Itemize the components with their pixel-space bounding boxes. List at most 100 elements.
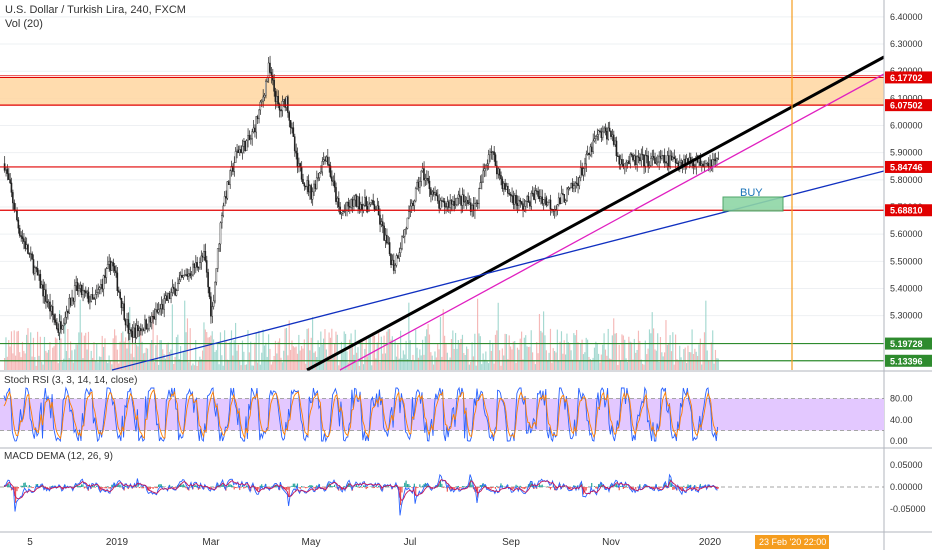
macd-histogram-bar bbox=[214, 487, 216, 488]
volume-bar bbox=[672, 332, 674, 370]
candle-body bbox=[463, 194, 465, 203]
macd-histogram-bar bbox=[305, 487, 307, 489]
macd-histogram-bar bbox=[108, 487, 110, 489]
volume-bar bbox=[57, 363, 59, 370]
macd-histogram-bar bbox=[697, 487, 699, 489]
volume-bar bbox=[467, 348, 469, 370]
volume-bar bbox=[533, 361, 535, 370]
candle-body bbox=[556, 204, 559, 211]
volume-bar bbox=[609, 358, 611, 370]
candle-body bbox=[210, 296, 212, 317]
candle-body bbox=[248, 135, 251, 140]
macd-histogram-bar bbox=[629, 487, 631, 490]
volume-bar bbox=[5, 337, 7, 370]
candle-body bbox=[632, 154, 634, 161]
candle-body bbox=[579, 167, 582, 178]
volume-bar bbox=[598, 353, 600, 370]
candle-body bbox=[325, 156, 328, 162]
candle-body bbox=[641, 154, 644, 156]
macd-histogram-bar bbox=[197, 487, 200, 490]
candle-body bbox=[189, 273, 191, 276]
macd-histogram-bar bbox=[79, 485, 81, 487]
macd-histogram-bar bbox=[593, 486, 596, 487]
macd-histogram-bar bbox=[171, 486, 173, 487]
candle-body bbox=[155, 309, 157, 320]
volume-bar bbox=[68, 358, 70, 370]
macd-histogram-bar bbox=[413, 483, 415, 487]
macd-histogram-bar bbox=[141, 487, 143, 489]
macd-histogram-bar bbox=[405, 480, 407, 487]
volume-bar bbox=[570, 350, 572, 370]
candle-body bbox=[183, 274, 186, 276]
macd-histogram-bar bbox=[635, 487, 637, 490]
candle-body bbox=[288, 112, 290, 121]
volume-bar bbox=[257, 362, 259, 370]
candle-body bbox=[362, 205, 365, 211]
macd-histogram-bar bbox=[210, 487, 212, 490]
candle-body bbox=[604, 127, 607, 132]
macd-histogram-bar bbox=[512, 487, 514, 489]
candle-body bbox=[507, 186, 509, 194]
volume-bar bbox=[101, 335, 103, 370]
macd-histogram-bar bbox=[525, 487, 527, 489]
macd-histogram-bar bbox=[159, 484, 161, 487]
candle-body bbox=[434, 192, 436, 195]
macd-histogram-bar bbox=[306, 487, 308, 488]
volume-bar bbox=[32, 337, 35, 370]
candle-body bbox=[633, 155, 636, 161]
volume-bar bbox=[384, 353, 387, 370]
volume-bar bbox=[710, 342, 712, 370]
volume-bar bbox=[709, 361, 711, 370]
macd-histogram-bar bbox=[373, 487, 376, 488]
macd-histogram-bar bbox=[23, 482, 25, 487]
macd-histogram-bar bbox=[404, 482, 406, 487]
volume-bar bbox=[566, 333, 568, 370]
volume-bar bbox=[270, 364, 272, 370]
candle-body bbox=[328, 164, 330, 167]
candle-body bbox=[644, 155, 647, 167]
volume-bar bbox=[514, 340, 516, 370]
candle-body bbox=[355, 195, 358, 207]
volume-bar bbox=[338, 365, 340, 370]
volume-bar bbox=[492, 342, 494, 370]
candle-body bbox=[615, 140, 618, 157]
macd-histogram-bar bbox=[691, 487, 693, 489]
macd-histogram-bar bbox=[196, 486, 198, 487]
candle-body bbox=[643, 154, 645, 167]
volume-bar bbox=[404, 354, 406, 370]
volume-bar bbox=[298, 334, 300, 370]
volume-bar bbox=[558, 360, 560, 370]
candle-body bbox=[383, 225, 385, 241]
volume-bar bbox=[411, 360, 413, 370]
candle-body bbox=[318, 172, 321, 178]
candle-body bbox=[47, 301, 50, 304]
candle-body bbox=[229, 170, 231, 185]
volume-bar bbox=[213, 339, 215, 370]
volume-bar bbox=[94, 361, 96, 370]
volume-bar bbox=[24, 353, 26, 370]
volume-bar bbox=[59, 310, 61, 370]
candle-body bbox=[413, 200, 416, 206]
volume-bar bbox=[521, 331, 523, 370]
macd-histogram-bar bbox=[93, 486, 95, 487]
volume-bar bbox=[551, 362, 553, 370]
macd-histogram-bar bbox=[78, 485, 80, 487]
macd-histogram-bar bbox=[435, 485, 437, 487]
volume-bar bbox=[188, 362, 190, 370]
candle-body bbox=[353, 199, 355, 207]
volume-bar bbox=[174, 356, 176, 370]
time-tick-label: May bbox=[302, 537, 321, 548]
macd-histogram-bar bbox=[471, 484, 473, 487]
candle-body bbox=[483, 168, 486, 172]
price-tick-label: 6.10000 bbox=[890, 93, 923, 103]
macd-histogram-bar bbox=[310, 485, 312, 487]
candle-body bbox=[142, 328, 145, 331]
macd-histogram-bar bbox=[173, 487, 175, 488]
candle-body bbox=[469, 202, 472, 212]
volume-bar bbox=[632, 359, 634, 370]
candle-body bbox=[116, 272, 119, 291]
candle-body bbox=[450, 200, 453, 205]
volume-bar bbox=[530, 330, 532, 370]
